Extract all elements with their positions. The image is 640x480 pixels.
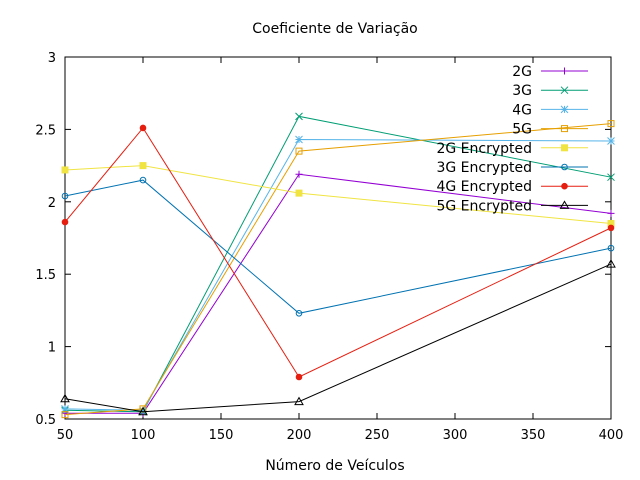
legend-label: 5G: [512, 122, 532, 138]
x-tick-label: 350: [521, 428, 546, 443]
legend-entry: 3G Encrypted: [436, 160, 588, 176]
y-tick-label: 1.5: [35, 268, 56, 283]
legend-label: 2G Encrypted: [436, 141, 532, 157]
data-point: [607, 224, 615, 232]
series-line: [64, 127, 612, 378]
data-point: [295, 309, 303, 317]
legend-entry: 4G Encrypted: [436, 179, 588, 195]
data-point: [560, 86, 569, 95]
data-point: [607, 244, 615, 252]
data-point: [607, 137, 615, 145]
data-point: [561, 125, 568, 133]
x-axis-label: Número de Veículos: [265, 458, 404, 474]
legend-label: 4G Encrypted: [436, 179, 532, 195]
x-tick-label: 400: [599, 428, 624, 443]
data-point: [606, 259, 616, 268]
legend-entry: 2G: [512, 64, 588, 80]
series-2g-encrypted: [61, 162, 615, 228]
series-4g: [61, 135, 615, 415]
series-line: [65, 173, 612, 414]
legend-label: 4G: [512, 102, 532, 118]
data-point: [60, 393, 70, 403]
data-point: [61, 218, 69, 226]
series-line: [64, 179, 612, 314]
legend-label: 3G: [512, 83, 532, 99]
legend-label: 2G: [512, 64, 532, 80]
data-point: [561, 67, 568, 75]
data-point: [295, 135, 303, 144]
x-tick-label: 150: [209, 428, 234, 443]
series-layer: [60, 112, 616, 419]
data-point: [560, 105, 569, 114]
series-line: [64, 139, 612, 411]
data-point: [139, 162, 147, 170]
legend-label: 3G Encrypted: [436, 160, 532, 176]
data-point: [607, 173, 615, 182]
data-point: [295, 373, 303, 381]
y-tick-label: 0.5: [35, 413, 56, 428]
y-tick-label: 2: [48, 196, 56, 211]
data-point: [139, 124, 147, 132]
x-tick-label: 300: [443, 428, 468, 443]
legend-entry: 5G Encrypted: [436, 198, 588, 214]
legend-label: 5G Encrypted: [436, 198, 532, 214]
data-point: [61, 405, 69, 413]
data-point: [295, 147, 303, 155]
legend-entry: 4G: [512, 102, 588, 118]
series-line: [64, 115, 612, 413]
y-tick-label: 1: [48, 341, 56, 356]
series-line: [64, 263, 612, 413]
data-point: [295, 170, 303, 178]
x-tick-label: 200: [287, 428, 312, 443]
data-point: [561, 163, 568, 171]
plot-border: [64, 56, 612, 420]
axis-ticks: 50 100 150 200 250 300 350 400 0.5 1 1.5 2 2.5 3: [35, 51, 623, 443]
data-point: [139, 176, 147, 184]
data-point: [139, 406, 147, 415]
y-tick-label: 3: [48, 51, 56, 66]
legend-entry: 2G Encrypted: [436, 141, 588, 157]
x-tick-label: 100: [131, 428, 156, 443]
legend-entry: 3G: [512, 83, 588, 99]
series-line: [64, 165, 612, 225]
legend-entry: 5G: [512, 122, 588, 138]
data-point: [607, 209, 615, 217]
series-4g-encrypted: [61, 124, 615, 381]
data-point: [561, 144, 568, 152]
data-point: [61, 192, 69, 200]
data-point: [559, 200, 570, 209]
data-point: [61, 166, 69, 174]
data-point: [607, 120, 615, 128]
series-3g: [61, 112, 615, 416]
y-tick-label: 2.5: [35, 123, 56, 138]
series-5g-encrypted: [60, 259, 616, 416]
data-point: [294, 396, 304, 406]
series-3g-encrypted: [61, 176, 615, 317]
x-tick-label: 250: [365, 428, 390, 443]
chart-title: Coeficiente de Variação: [252, 21, 417, 37]
data-point: [138, 406, 148, 416]
data-point: [295, 189, 303, 197]
data-point: [61, 411, 69, 419]
data-point: [561, 182, 568, 190]
series-5g: [61, 120, 615, 419]
x-tick-label: 50: [57, 428, 74, 443]
series-line: [64, 123, 612, 416]
legend: 2G 3G 4G 5G 2G Encrypted 3G Encrypted 4G Encry…: [436, 64, 588, 214]
data-point: [295, 112, 303, 121]
